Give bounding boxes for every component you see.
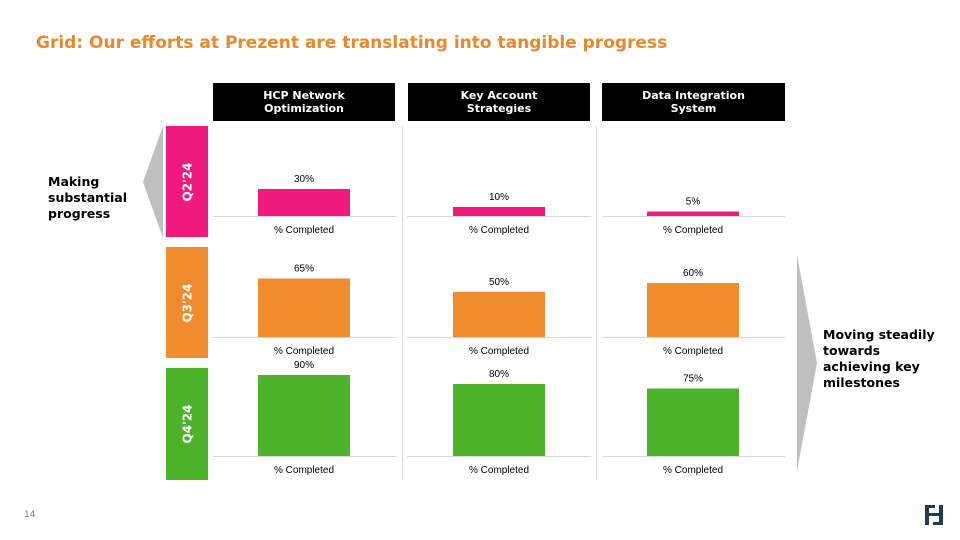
- column-divider: [402, 126, 403, 480]
- value-label: 10%: [489, 192, 509, 203]
- value-label: 60%: [683, 268, 703, 279]
- page-number: 14: [24, 510, 36, 520]
- left-arrow-shape: [143, 126, 163, 238]
- row-label-q3: Q3'24: [166, 247, 208, 358]
- left-note: Making substantial progress: [48, 174, 128, 221]
- value-label: 80%: [489, 369, 509, 380]
- value-label: 5%: [686, 197, 701, 208]
- column-divider: [596, 126, 597, 480]
- bar: [258, 375, 350, 456]
- bar: [453, 207, 545, 216]
- right-arrow-shape: [797, 255, 817, 471]
- category-label: % Completed: [274, 346, 334, 357]
- value-label: 50%: [489, 277, 509, 288]
- category-label: % Completed: [469, 225, 529, 236]
- category-label: % Completed: [274, 465, 334, 476]
- slide-title: Grid: Our efforts at Prezent are transla…: [36, 33, 668, 53]
- column-header-hcp: HCP Network Optimization: [213, 83, 395, 121]
- bar: [453, 292, 545, 337]
- bar: [258, 189, 350, 216]
- category-label: % Completed: [274, 225, 334, 236]
- value-label: 65%: [294, 264, 314, 275]
- column-header-key-account: Key Account Strategies: [408, 83, 590, 121]
- prezent-logo-icon: [925, 505, 943, 525]
- category-label: % Completed: [469, 465, 529, 476]
- column-header-data-integration: Data Integration System: [602, 83, 785, 121]
- value-label: 90%: [294, 360, 314, 371]
- bar: [647, 211, 739, 216]
- category-label: % Completed: [469, 346, 529, 357]
- row-label-q2: Q2'24: [166, 126, 208, 237]
- right-note: Moving steadily towards achieving key mi…: [823, 327, 935, 390]
- value-label: 30%: [294, 174, 314, 185]
- category-label: % Completed: [663, 465, 723, 476]
- category-label: % Completed: [663, 225, 723, 236]
- bar: [647, 283, 739, 337]
- row-label-q4: Q4'24: [166, 368, 208, 480]
- bar: [647, 388, 739, 456]
- bar: [453, 384, 545, 456]
- bar: [258, 278, 350, 337]
- category-label: % Completed: [663, 346, 723, 357]
- value-label: 75%: [683, 374, 703, 385]
